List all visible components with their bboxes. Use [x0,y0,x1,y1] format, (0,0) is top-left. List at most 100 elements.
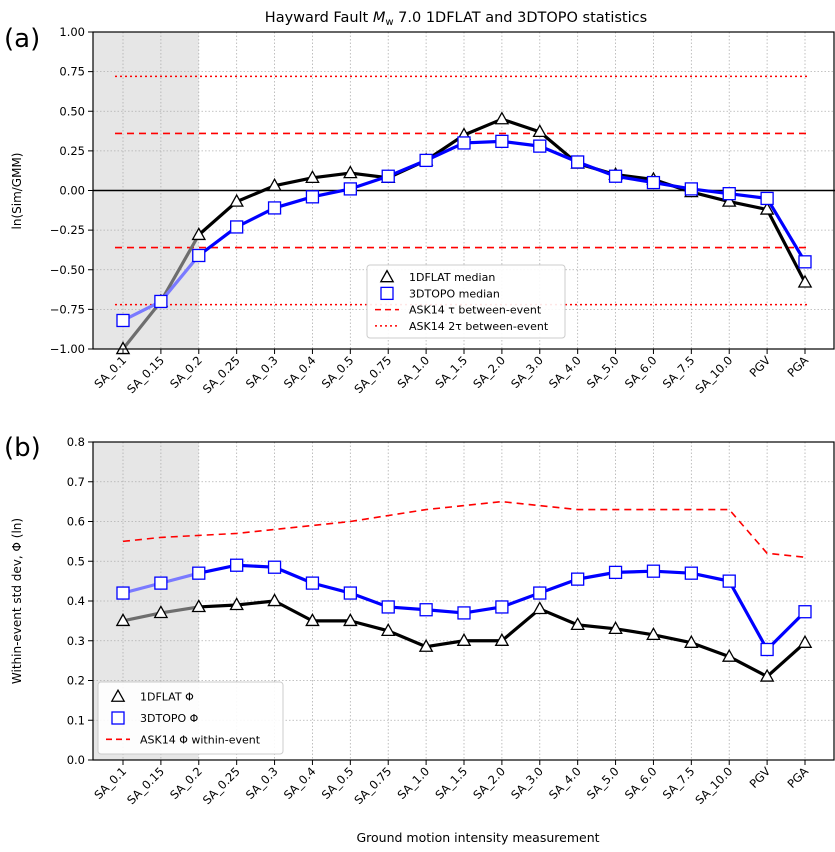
legend-label-3dtopo: 3DTOPO Φ [140,712,199,725]
panel-b-series [115,558,813,682]
y-tick-label: 0.7 [67,475,85,489]
legend-marker-3dtopo [111,711,125,725]
point-3dtopo-median-sa-5-0 [608,169,623,183]
x-tick-label-sa-4-0: SA_4.0 [546,353,584,391]
point-1dflat-sa-0-5 [343,613,358,627]
point-3dtopo-sa-1-0 [419,603,433,617]
series-segment [121,611,163,623]
series-segment [159,233,201,304]
legend-box [97,681,284,755]
y-tick-label: 0.2 [67,674,85,688]
x-tick-label-sa-0-1: SA_0.1 [91,764,129,802]
point-3dtopo-sa-0-3 [267,560,282,574]
legend-marker-1dflat-median [379,269,395,283]
point-1dflat-sa-0-4 [305,613,320,627]
series-3dtopo-median [116,134,812,328]
series-segment [197,199,239,237]
point-1dflat-sa-1-5 [456,632,472,646]
point-3dtopo-median-sa-10-0 [722,187,736,201]
point-3dtopo-sa-5-0 [608,565,623,580]
series-segment [765,641,807,679]
series-segment [538,607,580,627]
point-1dflat-sa-3-0 [532,601,548,615]
x-tick-label-sa-5-0: SA_5.0 [584,764,622,802]
title-suffix: 7.0 1DFLAT and 3DTOPO statistics [394,10,648,26]
x-tick-label-sa-3-0: SA_3.0 [508,764,546,802]
series-segment [197,603,239,609]
legend-marker-3dtopo-median [380,286,394,301]
legend-label-ask14-2-between-event: ASK14 2τ between-event [409,320,549,333]
point-1dflat-median-sa-3-0 [532,124,548,138]
point-3dtopo-median-sa-4-0 [571,155,585,169]
x-tick-label-pgv: PGV [747,764,774,791]
point-3dtopo-median-sa-0-2 [192,248,206,263]
point-3dtopo-sa-0-2 [192,566,206,580]
point-3dtopo-sa-6-0 [646,564,661,578]
point-1dflat-sa-0-3 [267,593,282,607]
title-m: M [373,10,386,26]
point-3dtopo-sa-2-0 [495,600,509,614]
y-tick-label: 0.8 [67,435,85,449]
series-segment [462,117,504,137]
y-tick-label: −0.50 [50,263,85,277]
legend-label-3dtopo-median: 3DTOPO median [409,287,500,300]
panel-a-x-ticks: SA_0.1SA_0.15 SA_0.2SA_0.25 SA_0.3 SA_0.4 SA… [91,349,811,396]
x-tick-label-sa-0-75: SA_0.75 [351,353,394,396]
point-1dflat-sa-0-2 [191,599,207,613]
point-3dtopo-median-sa-0-15 [154,294,168,309]
point-1dflat-median-sa-0-3 [267,177,282,191]
point-1dflat-sa-0-15 [153,605,169,619]
point-3dtopo-median-sa-0-3 [267,201,282,215]
panel-b-y-ticks: 0.0 0.1 0.2 0.3 0.4 0.5 0.6 0.7 0.8 [67,435,93,767]
point-1dflat-sa-0-25 [229,597,244,611]
y-tick-label: −0.75 [50,302,85,316]
point-1dflat-median-sa-0-4 [305,169,320,184]
x-tick-label-sa-0-3: SA_0.3 [243,764,281,802]
x-tick-label-pga: PGA [784,353,811,380]
y-tick-label: 1.00 [59,25,85,39]
point-1dflat-sa-5-0 [608,620,623,635]
legend-label-1dflat: 1DFLAT Φ [140,691,194,704]
point-3dtopo-sa-4-0 [571,572,585,586]
x-tick-label-sa-2-0: SA_2.0 [470,764,508,802]
point-1dflat-median-sa-0-25 [229,193,244,207]
point-3dtopo-sa-0-75 [381,600,395,614]
y-tick-label: 0.75 [59,65,85,79]
series-segment [727,199,769,212]
x-tick-label-sa-0-15: SA_0.15 [124,764,167,807]
panel-b-chart: 0.0 0.1 0.2 0.3 0.4 0.5 0.6 0.7 0.8 SA_0.1SA_0.1… [4,433,835,845]
point-1dflat-sa-0-1 [115,613,131,627]
point-3dtopo-sa-0-1 [116,586,130,600]
point-1dflat-sa-6-0 [646,626,661,640]
series-ask14-within-event [122,500,806,559]
point-3dtopo-median-sa-0-1 [116,313,130,328]
series-segment [386,629,428,649]
y-tick-label: 0.25 [59,144,85,158]
x-tick-label-sa-0-2: SA_0.2 [167,353,205,391]
x-tick-label-sa-0-15: SA_0.15 [124,353,167,396]
point-3dtopo-pgv [760,642,774,657]
x-tick-label-sa-7-5: SA_7.5 [660,353,698,391]
panel-b-legend: 1DFLAT Φ 3DTOPO Φ ASK14 Φ within-event [97,681,284,755]
x-tick-label-sa-7-5: SA_7.5 [660,764,698,802]
panel-b-x-ticks: SA_0.1SA_0.15 SA_0.2SA_0.25 SA_0.3 SA_0.4 SA… [91,760,811,807]
y-tick-label: 0.3 [67,634,85,648]
point-3dtopo-sa-10-0 [722,574,736,588]
point-3dtopo-median-sa-1-5 [457,136,471,150]
title-sub: w [385,17,393,28]
x-tick-label-sa-0-4: SA_0.4 [281,353,319,391]
series-segment [651,633,693,645]
point-3dtopo-median-pgv [760,191,774,206]
point-3dtopo-median-sa-0-4 [305,190,320,204]
point-1dflat-sa-1-0 [418,638,434,652]
panel-b-x-axis-label: Ground motion intensity measurement [356,830,599,845]
y-tick-label: 0.00 [59,184,85,198]
point-3dtopo-median-sa-6-0 [646,175,661,190]
legend-label-1dflat-median: 1DFLAT median [409,271,495,284]
point-1dflat-median-pga [797,274,813,288]
x-tick-label-sa-3-0: SA_3.0 [508,353,546,391]
point-3dtopo-sa-7-5 [684,566,698,580]
point-3dtopo-sa-3-0 [533,586,547,600]
series-segment [500,607,542,643]
